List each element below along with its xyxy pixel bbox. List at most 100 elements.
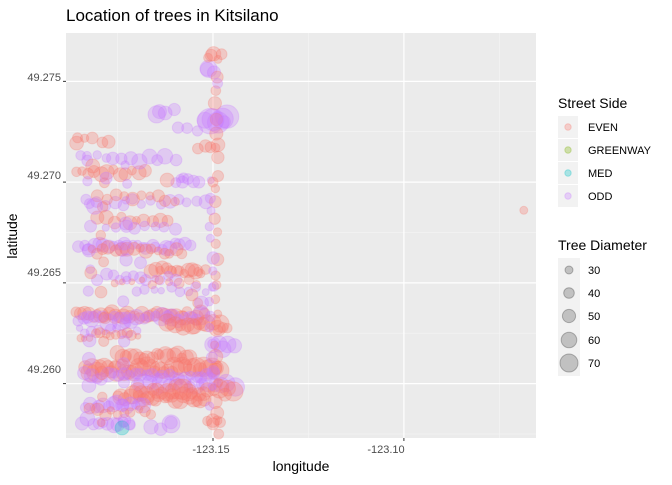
tree-point-odd — [163, 270, 174, 282]
tree-point-even — [101, 134, 116, 149]
tree-point-even — [98, 312, 110, 323]
legend-size-key-60 — [560, 331, 578, 349]
tree-point-even — [107, 215, 122, 230]
tree-point-odd — [226, 338, 243, 354]
tree-point-even — [174, 265, 185, 277]
tree-point-even — [156, 346, 174, 364]
plot-panel — [66, 33, 536, 438]
tree-point-odd — [89, 402, 101, 414]
tree-point-even — [165, 365, 179, 379]
tree-point-odd — [190, 281, 202, 293]
legend-key-greenway — [564, 146, 572, 154]
tree-point-even — [108, 359, 122, 373]
tree-point-even — [123, 385, 143, 405]
tree-point-even — [158, 247, 171, 260]
tree-point-even — [218, 387, 232, 402]
tree-point-even — [117, 392, 132, 407]
tree-point-even — [145, 191, 155, 201]
tree-point-odd — [167, 102, 181, 117]
tree-point-even — [125, 191, 140, 207]
tree-point-even — [210, 70, 224, 84]
tree-point-odd — [116, 357, 131, 371]
tree-point-even — [119, 241, 135, 257]
x-tick-label-1: -123.15 — [192, 444, 229, 456]
tree-point-odd — [141, 369, 154, 381]
tree-point-even — [198, 359, 219, 380]
tree-point-odd — [185, 370, 196, 381]
tree-point-even — [213, 428, 225, 440]
tree-point-odd — [112, 323, 122, 333]
tree-point-even — [186, 318, 203, 335]
tree-point-even — [170, 360, 186, 376]
tree-point-even — [167, 378, 189, 400]
tree-point-odd — [183, 286, 194, 297]
tree-point-even — [105, 360, 128, 382]
tree-point-even — [146, 215, 160, 228]
tree-point-even — [159, 391, 171, 404]
tree-point-even — [144, 390, 161, 406]
tree-point-odd — [116, 398, 130, 412]
tree-point-even — [163, 308, 178, 323]
tree-point-odd — [137, 241, 149, 253]
tree-point-even — [192, 304, 209, 321]
tree-point-odd — [117, 236, 132, 251]
tree-point-odd — [206, 365, 221, 379]
tree-point-even — [209, 112, 224, 127]
tree-point-odd — [132, 239, 143, 250]
tree-point-even — [90, 189, 104, 203]
y-tick-label-3: 49.270 — [27, 170, 61, 182]
tree-point-even — [85, 158, 101, 174]
legend-key-even-bg — [558, 116, 578, 138]
tree-point-even — [157, 383, 177, 402]
tree-point-odd — [80, 310, 95, 324]
tree-point-odd — [154, 274, 166, 286]
tree-point-odd — [110, 417, 125, 432]
tree-point-even — [211, 314, 230, 333]
tree-point-even — [200, 264, 212, 275]
tree-point-even — [148, 365, 161, 379]
tree-point-even — [98, 335, 110, 347]
tree-point-even — [136, 213, 151, 228]
tree-point-odd — [163, 368, 176, 381]
tree-point-odd — [122, 178, 133, 189]
tree-point-odd — [75, 150, 86, 161]
tree-point-even — [173, 277, 185, 289]
tree-point-even — [210, 85, 222, 96]
tree-point-even — [185, 387, 199, 400]
tree-point-odd — [93, 324, 104, 336]
tree-point-odd — [130, 377, 145, 391]
tree-point-odd — [150, 285, 159, 294]
legend-key-med-bg — [558, 162, 578, 184]
tree-point-odd — [151, 154, 164, 167]
tree-point-odd — [108, 367, 120, 379]
tree-point-odd — [91, 273, 104, 287]
tree-point-odd — [75, 324, 84, 332]
tree-point-odd — [217, 115, 231, 129]
tree-point-even — [82, 306, 96, 321]
tree-point-odd — [196, 111, 214, 129]
tree-point-odd — [128, 221, 141, 235]
tree-point-even — [210, 405, 225, 420]
tree-point-even — [179, 383, 198, 402]
tree-point-odd — [83, 310, 100, 328]
tree-point-even — [213, 309, 223, 319]
tree-point-even — [164, 318, 177, 331]
tree-point-odd — [101, 153, 112, 163]
tree-point-even — [212, 324, 224, 336]
tree-point-odd — [191, 125, 204, 137]
tree-point-even — [166, 308, 179, 321]
tree-point-even — [86, 361, 108, 383]
tree-point-odd — [183, 380, 197, 394]
tree-point-even — [70, 306, 82, 318]
tree-point-odd — [210, 335, 228, 353]
tree-point-even — [164, 248, 175, 259]
tree-point-odd — [99, 171, 113, 185]
tree-point-odd — [102, 400, 115, 413]
tree-point-odd — [149, 241, 161, 253]
tree-point-even — [207, 176, 219, 188]
tree-point-even — [94, 365, 109, 381]
tree-point-even — [193, 266, 203, 277]
tree-point-odd — [169, 273, 183, 287]
tree-point-even — [98, 311, 112, 325]
tree-point-odd — [169, 237, 182, 249]
